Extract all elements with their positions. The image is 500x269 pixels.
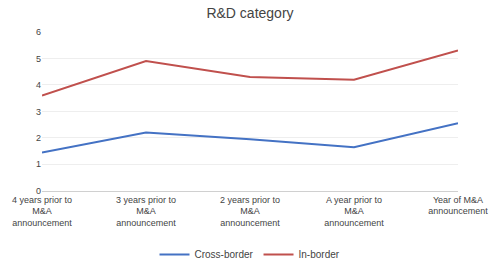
svg-text:A year prior toM&Aannouncement: A year prior toM&Aannouncement <box>324 195 384 228</box>
svg-text:6: 6 <box>36 27 41 37</box>
svg-text:3 years prior toM&Aannouncemen: 3 years prior toM&Aannouncement <box>116 195 176 228</box>
svg-text:0: 0 <box>36 186 41 196</box>
svg-text:Year of M&Aannouncement: Year of M&Aannouncement <box>428 195 488 217</box>
svg-text:2: 2 <box>36 133 41 143</box>
svg-text:Cross-border: Cross-border <box>195 249 254 260</box>
svg-text:In-border: In-border <box>299 249 340 260</box>
svg-text:R&D category: R&D category <box>206 5 293 21</box>
svg-text:5: 5 <box>36 54 41 64</box>
svg-text:4 years prior toM&Aannouncemen: 4 years prior toM&Aannouncement <box>12 195 72 228</box>
svg-text:1: 1 <box>36 159 41 169</box>
svg-text:4: 4 <box>36 80 41 90</box>
svg-text:3: 3 <box>36 107 41 117</box>
svg-text:2 years prior toM&Aannouncemen: 2 years prior toM&Aannouncement <box>220 195 280 228</box>
